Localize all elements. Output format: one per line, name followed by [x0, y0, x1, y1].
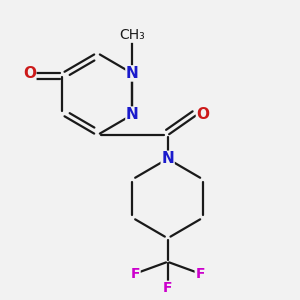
Text: F: F: [130, 267, 140, 280]
Text: N: N: [126, 66, 139, 81]
Text: N: N: [161, 151, 174, 166]
Text: F: F: [195, 267, 205, 280]
Text: F: F: [163, 281, 172, 295]
Text: N: N: [126, 107, 139, 122]
Text: CH₃: CH₃: [119, 28, 145, 42]
Text: O: O: [196, 107, 209, 122]
Text: O: O: [23, 66, 36, 81]
